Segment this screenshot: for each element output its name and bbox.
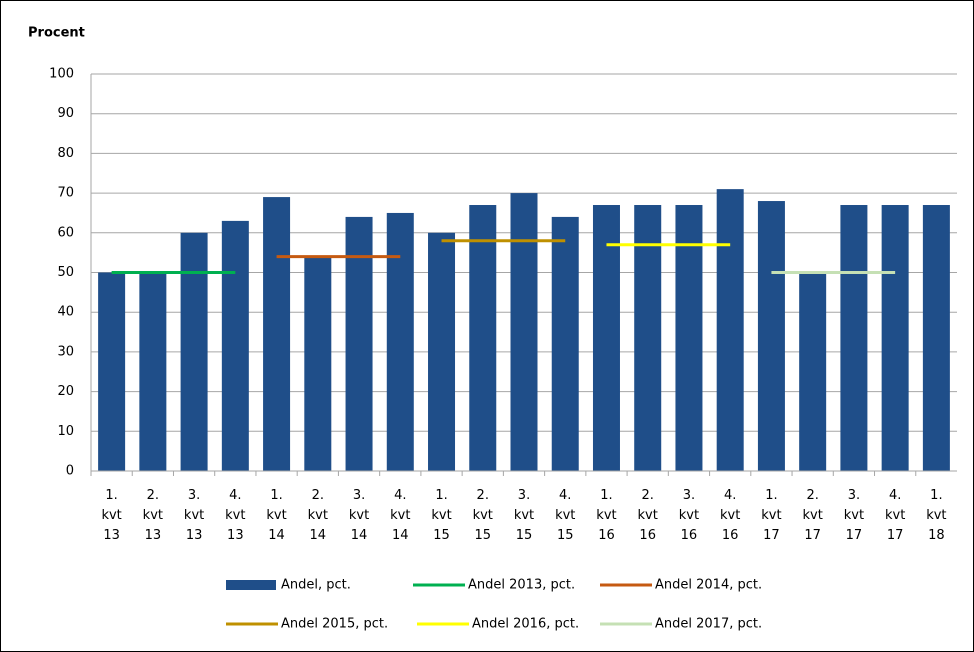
bar xyxy=(428,232,456,471)
x-tick-label: 1. kvt 18 xyxy=(926,488,947,543)
bar xyxy=(345,216,373,471)
bar xyxy=(304,256,332,471)
legend-label: Andel 2015, pct. xyxy=(281,617,388,632)
x-tick-label: 3. kvt 13 xyxy=(183,488,205,543)
bar xyxy=(922,205,950,471)
bar xyxy=(551,216,579,471)
y-tick-label: 60 xyxy=(57,225,74,240)
bar xyxy=(263,197,291,471)
x-tick-label: 2. kvt 13 xyxy=(142,488,163,543)
bar xyxy=(592,205,620,471)
x-tick-label: 1. kvt 17 xyxy=(761,488,782,543)
x-tick-label: 2. kvt 17 xyxy=(802,488,823,543)
x-tick-label: 2. kvt 14 xyxy=(307,488,328,543)
x-tick-label: 3. kvt 15 xyxy=(513,488,535,543)
bar xyxy=(757,201,785,472)
y-tick-label: 0 xyxy=(66,464,74,479)
x-tick-label: 1. kvt 13 xyxy=(101,488,122,543)
legend-label: Andel, pct. xyxy=(281,578,351,593)
y-tick-label: 30 xyxy=(57,344,74,359)
x-tick-label: 1. kvt 16 xyxy=(596,488,617,543)
bar xyxy=(799,272,827,471)
bar xyxy=(469,205,497,471)
x-tick-label: 3. kvt 16 xyxy=(678,488,700,543)
y-tick-label: 80 xyxy=(57,146,74,161)
x-tick-label: 4. kvt 14 xyxy=(390,488,411,543)
x-tick-label: 2. kvt 15 xyxy=(472,488,493,543)
y-tick-label: 40 xyxy=(57,305,74,320)
y-tick-label: 70 xyxy=(57,186,74,201)
bar xyxy=(716,189,744,471)
bar xyxy=(675,205,703,471)
legend-label: Andel 2014, pct. xyxy=(655,578,762,593)
bar xyxy=(221,220,249,471)
legend-label: Andel 2017, pct. xyxy=(655,617,762,632)
y-tick-label: 50 xyxy=(57,265,74,280)
bar xyxy=(386,212,414,471)
bar xyxy=(98,272,126,471)
bar xyxy=(881,205,909,471)
legend-label: Andel 2013, pct. xyxy=(468,578,575,593)
bar xyxy=(510,193,538,471)
x-tick-label: 4. kvt 16 xyxy=(720,488,741,543)
legend-swatch xyxy=(226,580,276,590)
x-tick-label: 2. kvt 16 xyxy=(637,488,658,543)
y-tick-label: 20 xyxy=(57,384,74,399)
bar xyxy=(634,205,662,471)
x-tick-label: 4. kvt 17 xyxy=(884,488,906,543)
bar xyxy=(139,272,167,471)
bar xyxy=(840,205,868,471)
x-tick-label: 4. kvt 15 xyxy=(555,488,576,543)
axis-title: Procent xyxy=(28,26,85,41)
y-tick-label: 10 xyxy=(57,424,74,439)
x-tick-label: 3. kvt 14 xyxy=(348,488,370,543)
x-tick-label: 1. kvt 15 xyxy=(431,488,452,543)
x-tick-label: 1. kvt 14 xyxy=(266,488,287,543)
bar xyxy=(180,232,208,471)
legend-label: Andel 2016, pct. xyxy=(472,617,579,632)
y-tick-label: 100 xyxy=(49,67,74,82)
x-tick-label: 3. kvt 17 xyxy=(843,488,865,543)
y-tick-label: 90 xyxy=(57,106,74,121)
x-tick-label: 4. kvt 13 xyxy=(225,488,246,543)
